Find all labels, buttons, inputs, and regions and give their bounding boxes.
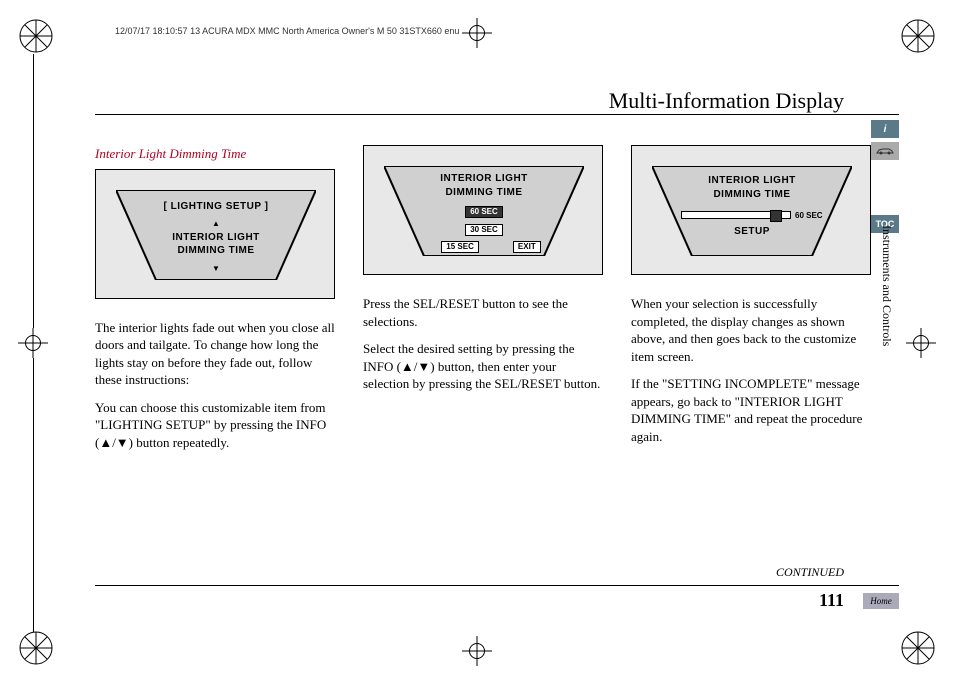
display-text: SETUP [652, 225, 852, 239]
section-label: Instruments and Controls [879, 225, 894, 346]
paragraph: You can choose this customizable item fr… [95, 399, 335, 452]
crop-mark [906, 328, 936, 358]
display-illustration-3: INTERIOR LIGHT DIMMING TIME 60 SEC SETUP [631, 145, 871, 275]
section-heading: Interior Light Dimming Time [95, 145, 335, 163]
header-meta: 12/07/17 18:10:57 13 ACURA MDX MMC North… [115, 26, 459, 36]
paragraph: The interior lights fade out when you cl… [95, 319, 335, 389]
crop-bar [33, 358, 34, 632]
page-number: 111 [819, 590, 844, 611]
slider-value: 60 SEC [795, 211, 823, 220]
display-text: INTERIOR LIGHT [116, 231, 316, 245]
up-triangle-icon: ▲ [212, 219, 220, 228]
option-selected: 60 SEC [465, 206, 503, 218]
down-triangle-icon: ▼ [212, 264, 220, 273]
paragraph: If the "SETTING INCOMPLETE" message appe… [631, 375, 871, 445]
registration-mark [18, 18, 54, 54]
display-text: DIMMING TIME [384, 186, 584, 200]
page-footer-line [95, 585, 899, 586]
crop-mark [18, 328, 48, 358]
column-3: INTERIOR LIGHT DIMMING TIME 60 SEC SETUP… [631, 145, 871, 525]
registration-mark [18, 630, 54, 666]
paragraph: Select the desired setting by pressing t… [363, 340, 603, 393]
column-2: INTERIOR LIGHT DIMMING TIME 60 SEC 30 SE… [363, 145, 603, 525]
column-1: Interior Light Dimming Time [ LIGHTING S… [95, 145, 335, 525]
registration-mark [900, 18, 936, 54]
option: 15 SEC [441, 241, 479, 253]
display-text: DIMMING TIME [652, 188, 852, 202]
title-underline [95, 114, 899, 115]
home-button[interactable]: Home [863, 593, 899, 609]
exit-option: EXIT [513, 241, 541, 253]
car-tab[interactable] [871, 142, 899, 160]
option: 30 SEC [465, 224, 503, 236]
display-illustration-1: [ LIGHTING SETUP ] ▲ INTERIOR LIGHT DIMM… [95, 169, 335, 299]
paragraph: When your selection is successfully comp… [631, 295, 871, 365]
continued-label: CONTINUED [776, 565, 844, 580]
content-columns: Interior Light Dimming Time [ LIGHTING S… [95, 145, 860, 525]
display-text: INTERIOR LIGHT [384, 172, 584, 186]
slider-bar [681, 211, 791, 219]
display-text: [ LIGHTING SETUP ] [116, 200, 316, 214]
crop-bar [33, 54, 34, 328]
sidebar-tabs: i TOC [871, 120, 899, 237]
registration-mark [900, 630, 936, 666]
crop-mark [462, 636, 492, 666]
page-title: Multi-Information Display [609, 88, 844, 114]
info-tab[interactable]: i [871, 120, 899, 138]
crop-mark [462, 18, 492, 48]
paragraph: Press the SEL/RESET button to see the se… [363, 295, 603, 330]
display-text: DIMMING TIME [116, 244, 316, 258]
display-text: INTERIOR LIGHT [652, 174, 852, 188]
display-illustration-2: INTERIOR LIGHT DIMMING TIME 60 SEC 30 SE… [363, 145, 603, 275]
